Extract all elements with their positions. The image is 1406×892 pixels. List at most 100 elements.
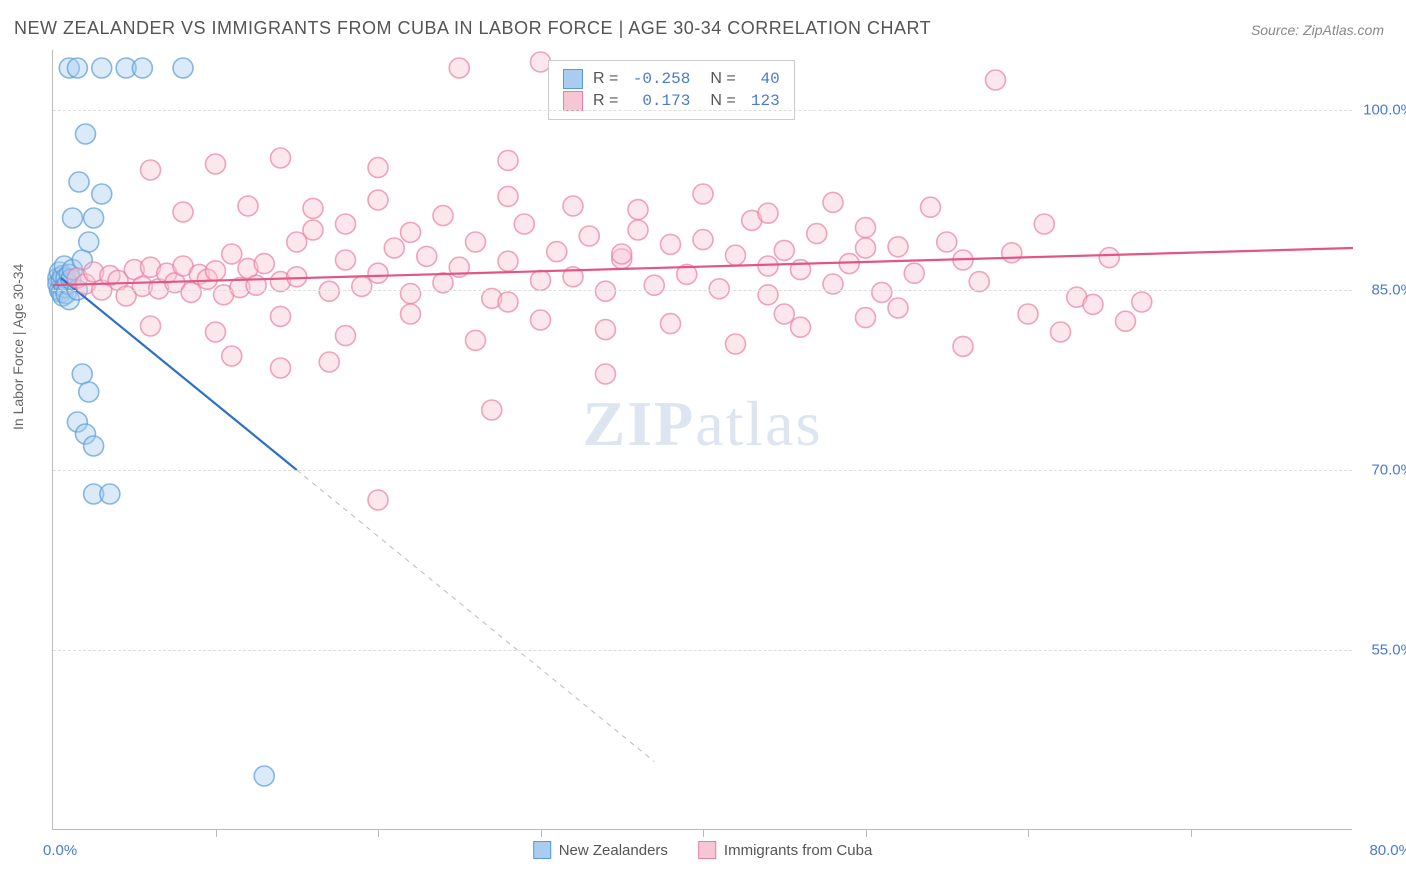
- stats-swatch: [563, 69, 583, 89]
- scatter-point: [498, 292, 518, 312]
- stats-row: R =-0.258N =40: [563, 69, 780, 89]
- scatter-point: [612, 244, 632, 264]
- scatter-point: [709, 279, 729, 299]
- stats-n-label: N =: [710, 92, 735, 110]
- gridline-h: [53, 470, 1352, 471]
- y-tick-label: 70.0%: [1371, 462, 1406, 479]
- scatter-point: [628, 200, 648, 220]
- legend-swatch: [533, 841, 551, 859]
- scatter-point: [206, 322, 226, 342]
- scatter-point: [72, 364, 92, 384]
- chart-title: NEW ZEALANDER VS IMMIGRANTS FROM CUBA IN…: [14, 18, 931, 39]
- x-tick: [703, 829, 704, 837]
- scatter-point: [823, 192, 843, 212]
- scatter-point: [368, 158, 388, 178]
- scatter-point: [466, 232, 486, 252]
- scatter-point: [206, 261, 226, 281]
- legend-label: New Zealanders: [559, 842, 668, 859]
- scatter-point: [774, 304, 794, 324]
- scatter-point: [336, 214, 356, 234]
- gridline-h: [53, 650, 1352, 651]
- x-tick: [378, 829, 379, 837]
- stats-r-value: -0.258: [628, 70, 690, 88]
- y-tick-label: 100.0%: [1363, 102, 1406, 119]
- scatter-point: [63, 208, 83, 228]
- scatter-point: [401, 222, 421, 242]
- scatter-point: [1099, 248, 1119, 268]
- scatter-point: [1002, 243, 1022, 263]
- scatter-point: [206, 154, 226, 174]
- y-tick-label: 85.0%: [1371, 282, 1406, 299]
- scatter-point: [368, 190, 388, 210]
- stats-legend-box: R =-0.258N =40R =0.173N =123: [548, 60, 795, 120]
- scatter-point: [319, 281, 339, 301]
- scatter-point: [579, 226, 599, 246]
- scatter-point: [498, 150, 518, 170]
- scatter-point: [92, 58, 112, 78]
- scatter-point: [336, 250, 356, 270]
- scatter-point: [531, 310, 551, 330]
- stats-r-label: R =: [593, 92, 618, 110]
- y-axis-label: In Labor Force | Age 30-34: [10, 264, 26, 430]
- y-tick-label: 55.0%: [1371, 642, 1406, 659]
- scatter-point: [92, 184, 112, 204]
- trend-line-dashed: [297, 470, 655, 762]
- scatter-point: [872, 282, 892, 302]
- scatter-point: [173, 58, 193, 78]
- scatter-point: [969, 272, 989, 292]
- scatter-point: [141, 316, 161, 336]
- scatter-point: [84, 208, 104, 228]
- x-axis-start-label: 0.0%: [43, 842, 77, 859]
- scatter-point: [726, 334, 746, 354]
- legend-item: Immigrants from Cuba: [698, 841, 872, 859]
- scatter-point: [336, 326, 356, 346]
- scatter-point: [774, 240, 794, 260]
- bottom-legend: New Zealanders Immigrants from Cuba: [533, 841, 873, 859]
- scatter-point: [596, 281, 616, 301]
- scatter-point: [856, 308, 876, 328]
- scatter-point: [271, 358, 291, 378]
- scatter-point: [401, 284, 421, 304]
- x-tick: [1028, 829, 1029, 837]
- scatter-point: [100, 484, 120, 504]
- scatter-point: [1132, 292, 1152, 312]
- gridline-h: [53, 110, 1352, 111]
- scatter-point: [482, 400, 502, 420]
- scatter-point: [76, 124, 96, 144]
- scatter-point: [1034, 214, 1054, 234]
- scatter-point: [181, 282, 201, 302]
- stats-n-label: N =: [710, 70, 735, 88]
- scatter-point: [287, 232, 307, 252]
- scatter-point: [222, 346, 242, 366]
- scatter-point: [514, 214, 534, 234]
- stats-n-value: 123: [746, 92, 780, 110]
- scatter-point: [352, 276, 372, 296]
- legend-item: New Zealanders: [533, 841, 668, 859]
- scatter-point: [644, 275, 664, 295]
- scatter-point: [271, 306, 291, 326]
- stats-swatch: [563, 91, 583, 111]
- scatter-point: [1018, 304, 1038, 324]
- scatter-point: [937, 232, 957, 252]
- scatter-point: [254, 766, 274, 786]
- scatter-point: [498, 186, 518, 206]
- x-axis-end-label: 80.0%: [1369, 842, 1406, 859]
- scatter-point: [238, 196, 258, 216]
- scatter-point: [547, 242, 567, 262]
- gridline-h: [53, 290, 1352, 291]
- scatter-point: [79, 232, 99, 252]
- scatter-point: [807, 224, 827, 244]
- scatter-point: [661, 314, 681, 334]
- scatter-point: [433, 206, 453, 226]
- scatter-point: [498, 251, 518, 271]
- scatter-point: [417, 246, 437, 266]
- scatter-point: [888, 298, 908, 318]
- scatter-point: [596, 364, 616, 384]
- legend-swatch: [698, 841, 716, 859]
- scatter-point: [758, 203, 778, 223]
- scatter-point: [531, 270, 551, 290]
- scatter-point: [953, 336, 973, 356]
- scatter-point: [563, 196, 583, 216]
- scatter-point: [1083, 294, 1103, 314]
- scatter-point: [888, 237, 908, 257]
